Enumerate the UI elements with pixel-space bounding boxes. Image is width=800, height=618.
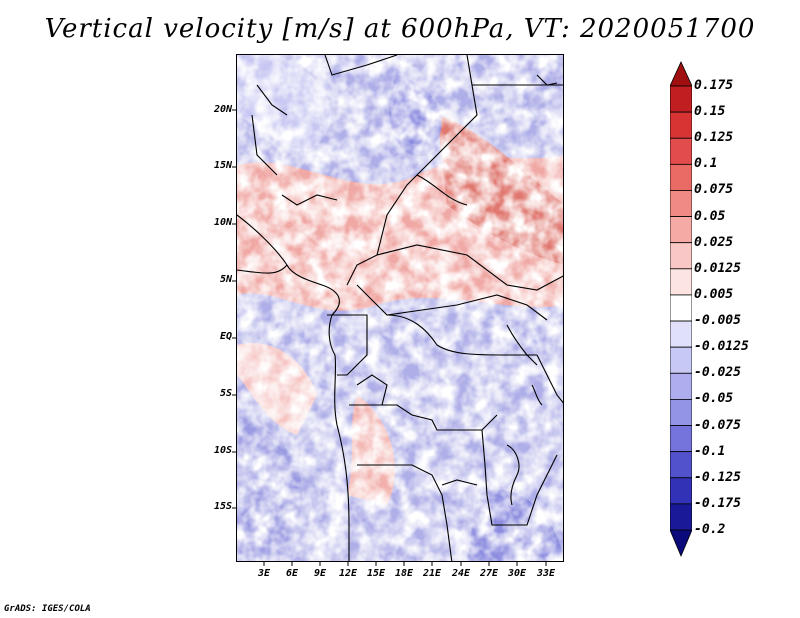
colorbar-segment (670, 425, 692, 453)
lon-label: 21E (422, 568, 442, 579)
colorbar-segment (670, 85, 692, 113)
colorbar-top-arrow (670, 61, 692, 87)
colorbar-segment (670, 451, 692, 479)
colorbar-label: 0.025 (694, 234, 734, 250)
colorbar-label: -0.1 (694, 443, 726, 459)
colorbar-label: 0.1 (694, 156, 718, 172)
colorbar-label: 0.05 (694, 208, 726, 224)
colorbar-label: 0.005 (694, 286, 734, 302)
lon-label: 6E (285, 568, 299, 579)
colorbar (670, 61, 692, 558)
colorbar-segment (670, 216, 692, 244)
lat-label: 5N (219, 274, 232, 285)
colorbar-label: -0.005 (694, 313, 741, 329)
lon-label: 27E (479, 568, 499, 579)
colorbar-bottom-arrow (670, 529, 692, 558)
colorbar-segment (670, 294, 692, 322)
velocity-field (237, 55, 563, 561)
lon-label: 18E (394, 568, 414, 579)
colorbar-label: 0.125 (694, 130, 734, 146)
colorbar-segment (670, 372, 692, 400)
colorbar-segment (670, 137, 692, 165)
field-texture-fine (237, 55, 563, 561)
colorbar-segment (670, 190, 692, 217)
colorbar-label: 0.15 (694, 104, 726, 120)
lat-label: 10N (213, 217, 232, 228)
lon-label: 12E (338, 568, 358, 579)
colorbar-segment (670, 111, 692, 139)
map-panel (236, 54, 564, 562)
lat-label: 10S (213, 445, 232, 456)
colorbar-label: -0.05 (694, 391, 734, 407)
lat-label: 20N (213, 104, 232, 115)
colorbar-segment (670, 346, 692, 374)
colorbar-label: -0.0125 (694, 339, 749, 355)
lon-label: 30E (507, 568, 527, 579)
lon-label: 9E (313, 568, 327, 579)
lon-label: 24E (451, 568, 471, 579)
colorbar-label: -0.025 (694, 365, 741, 381)
colorbar-segment (670, 399, 692, 426)
colorbar-segment (670, 320, 692, 348)
lat-label: 15N (213, 160, 232, 171)
chart-title: Vertical velocity [m/s] at 600hPa, VT: 2… (44, 14, 756, 44)
colorbar-label: 0.175 (694, 78, 734, 93)
lat-label: EQ (219, 331, 232, 342)
colorbar-segment (670, 503, 692, 531)
colorbar-segment (670, 163, 692, 191)
lon-label: 15E (366, 568, 386, 579)
colorbar-label: -0.175 (694, 495, 741, 511)
lon-label: 33E (536, 568, 556, 579)
colorbar-segment (670, 477, 692, 505)
colorbar-label: -0.2 (694, 522, 726, 537)
colorbar-label: 0.0125 (694, 260, 741, 276)
colorbar-segment (670, 268, 692, 296)
lat-label: 5S (219, 388, 232, 399)
lon-label: 3E (257, 568, 271, 579)
colorbar-segment (670, 242, 692, 270)
colorbar-label: -0.125 (694, 469, 741, 485)
colorbar-label: -0.075 (694, 417, 741, 433)
coastlines-borders (237, 55, 563, 561)
colorbar-label: 0.075 (694, 182, 734, 198)
lat-label: 15S (213, 501, 232, 512)
credit-text: GrADS: IGES/COLA (4, 604, 91, 614)
